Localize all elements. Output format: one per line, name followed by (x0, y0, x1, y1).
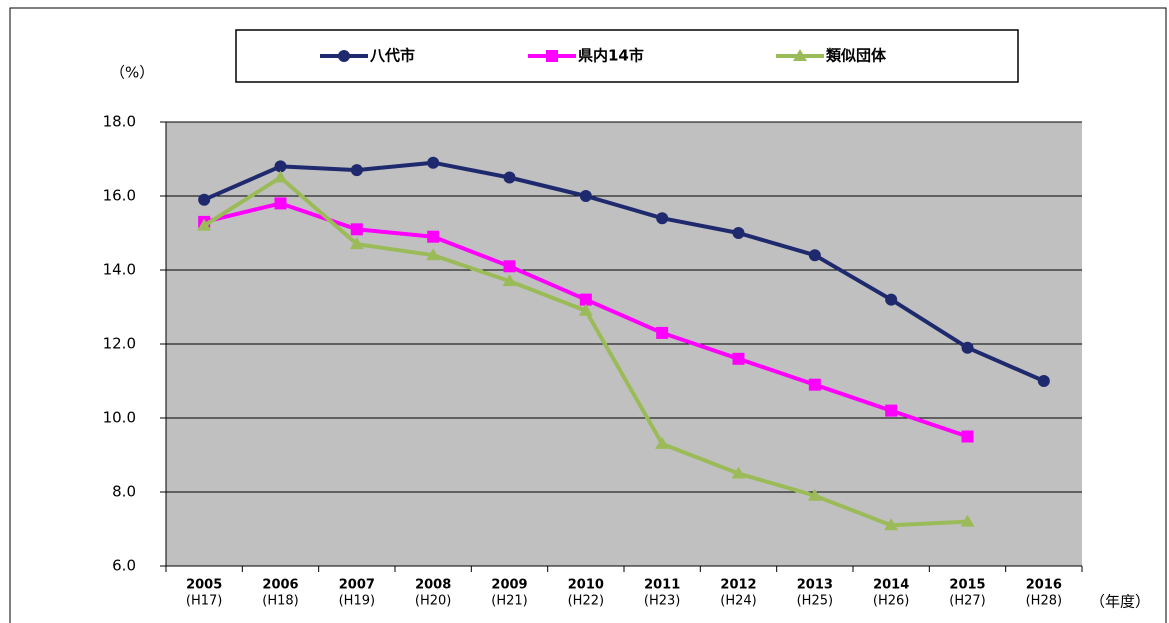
x-tick-sublabel: (H26) (873, 594, 909, 609)
data-point (579, 293, 592, 306)
x-tick-label: 2006 (262, 578, 298, 593)
data-point (503, 260, 516, 273)
y-tick-label: 10.0 (103, 409, 136, 427)
data-point (655, 436, 670, 449)
x-tick-label: 2009 (491, 578, 527, 593)
data-point (885, 404, 898, 417)
data-point (198, 193, 211, 206)
x-tick-label: 2005 (186, 578, 222, 593)
x-tick-label: 2011 (644, 578, 680, 593)
x-tick-sublabel: (H17) (186, 594, 222, 609)
data-point (808, 378, 821, 391)
x-tick-label: 2016 (1026, 578, 1062, 593)
data-point (427, 230, 440, 243)
data-point (656, 326, 669, 339)
data-point (349, 237, 364, 250)
x-tick-sublabel: (H21) (491, 594, 527, 609)
data-point (350, 164, 363, 177)
data-point (732, 227, 745, 239)
data-point (274, 197, 287, 210)
y-tick-label: 16.0 (103, 187, 136, 205)
data-point (731, 466, 746, 479)
data-point (1037, 375, 1050, 387)
data-point (885, 293, 898, 306)
data-point (807, 488, 822, 501)
data-point (579, 190, 592, 202)
legend-label: 県内14市 (578, 47, 644, 65)
y-unit-label: （%） (110, 64, 154, 82)
x-tick-label: 2012 (720, 578, 756, 593)
legend-marker (338, 50, 350, 62)
legend-marker (793, 49, 807, 61)
y-tick-label: 6.0 (112, 557, 136, 575)
data-point (808, 249, 821, 262)
x-tick-label: 2008 (415, 578, 451, 593)
data-point (427, 156, 440, 169)
x-tick-label: 2010 (568, 578, 604, 593)
data-point (503, 171, 516, 184)
x-tick-label: 2014 (873, 578, 909, 593)
data-point (274, 160, 287, 173)
data-point (732, 352, 745, 365)
x-unit-label: （年度） (1090, 593, 1150, 611)
y-tick-label: 8.0 (112, 483, 136, 501)
data-point (578, 303, 593, 316)
x-tick-label: 2013 (797, 578, 833, 593)
x-tick-sublabel: (H18) (262, 594, 298, 609)
y-tick-label: 12.0 (103, 335, 136, 353)
x-tick-sublabel: (H20) (415, 594, 451, 609)
series-line (203, 160, 1045, 383)
data-point (197, 218, 212, 231)
x-tick-sublabel: (H27) (949, 594, 985, 609)
legend-marker (546, 50, 558, 62)
data-point (961, 430, 974, 443)
x-tick-sublabel: (H22) (568, 594, 604, 609)
data-point (961, 341, 974, 354)
x-tick-label: 2007 (339, 578, 375, 593)
data-point (502, 274, 517, 287)
y-tick-label: 14.0 (103, 261, 136, 279)
x-tick-sublabel: (H28) (1026, 594, 1062, 609)
data-point (884, 518, 899, 531)
x-tick-sublabel: (H24) (720, 594, 756, 609)
y-tick-label: 18.0 (103, 113, 136, 131)
data-point (426, 248, 441, 261)
chart-frame (9, 7, 1167, 623)
data-point (960, 514, 975, 527)
x-tick-sublabel: (H25) (797, 594, 833, 609)
x-tick-label: 2015 (949, 578, 985, 593)
data-point (350, 223, 363, 236)
data-point (656, 212, 669, 225)
data-point (273, 170, 288, 183)
x-tick-sublabel: (H19) (339, 594, 375, 609)
legend-label: 八代市 (369, 47, 415, 65)
x-tick-sublabel: (H23) (644, 594, 680, 609)
legend-label: 類似団体 (825, 47, 887, 65)
